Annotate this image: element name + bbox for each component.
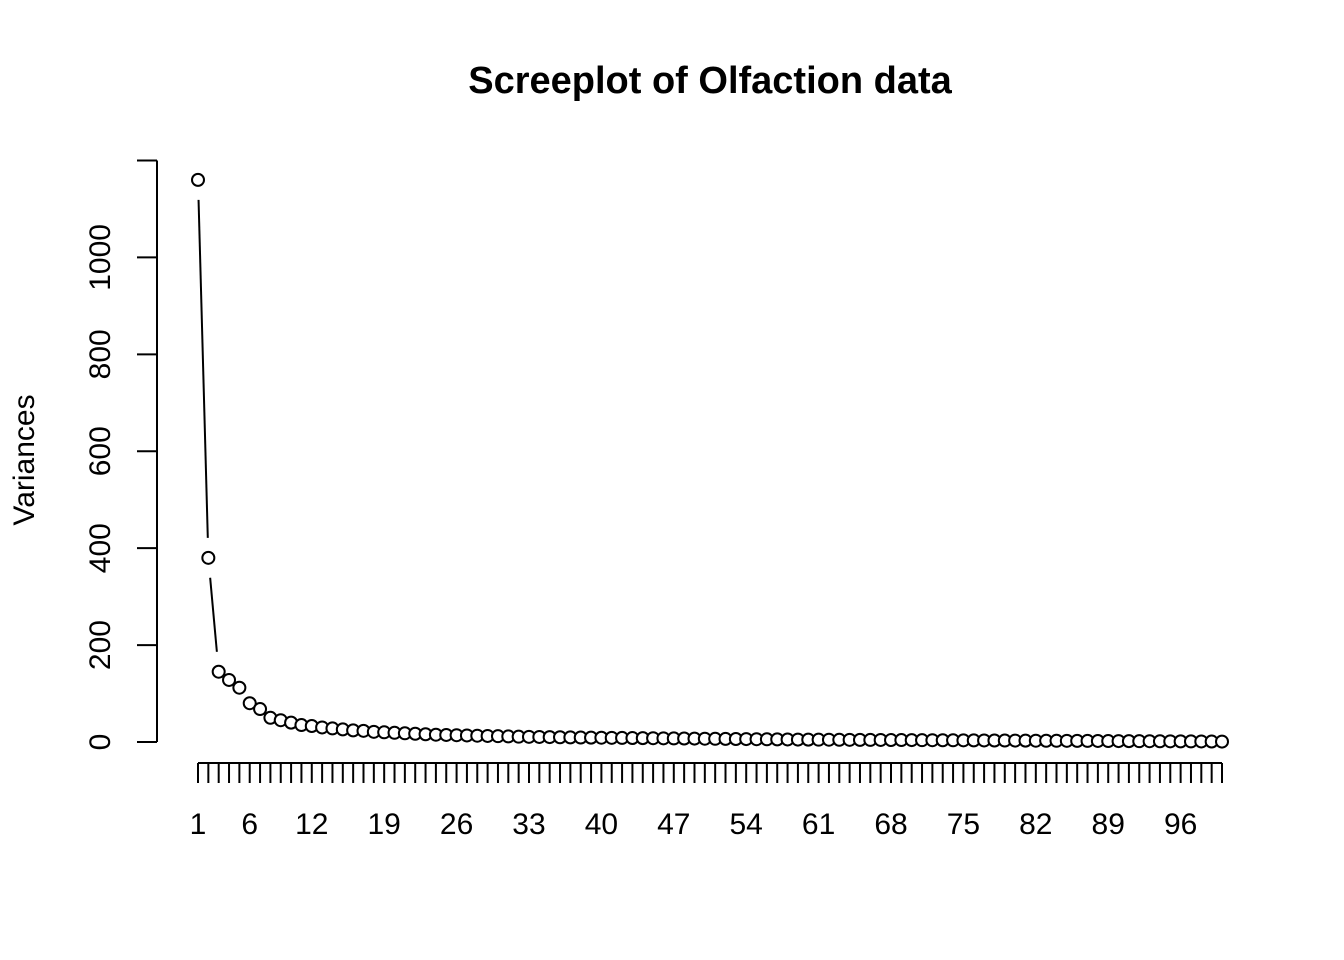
x-tick-label: 33 — [512, 808, 545, 841]
x-tick-label: 54 — [730, 808, 763, 841]
x-tick-label: 61 — [802, 808, 835, 841]
series-segment — [197, 199, 209, 538]
x-tick-label: 75 — [947, 808, 980, 841]
x-tick-label: 12 — [295, 808, 328, 841]
series-lines — [197, 199, 218, 652]
y-tick-label: 800 — [84, 329, 117, 379]
data-point — [253, 702, 268, 717]
data-point — [211, 664, 226, 679]
y-tick-label: 400 — [84, 523, 117, 573]
x-axis: 1 6 12 19 26 33 40 47 54 61 68 75 82 89 96 — [190, 762, 1223, 841]
y-tick-label: 1000 — [84, 224, 117, 291]
x-tick-label: 1 — [190, 808, 207, 841]
x-tick-label: 47 — [657, 808, 690, 841]
x-tick-label: 89 — [1092, 808, 1125, 841]
y-tick-label: 0 — [84, 734, 117, 751]
y-tick-label: 200 — [84, 620, 117, 670]
x-tick-label: 6 — [241, 808, 258, 841]
data-point — [242, 696, 257, 711]
data-point — [222, 672, 237, 687]
y-tick-label: 600 — [84, 426, 117, 476]
x-tick-label: 19 — [367, 808, 400, 841]
x-tick-label: 26 — [440, 808, 473, 841]
series-segment — [209, 577, 218, 652]
chart-title: Screeplot of Olfaction data — [468, 60, 952, 102]
x-tick-label: 68 — [874, 808, 907, 841]
y-axis: 0 200 400 600 800 1000 — [84, 159, 158, 751]
x-tick-label: 82 — [1019, 808, 1052, 841]
data-point — [201, 550, 216, 565]
y-axis-label: Variances — [8, 394, 41, 525]
x-tick-label: 40 — [585, 808, 618, 841]
data-point — [191, 172, 205, 187]
x-tick-label: 96 — [1164, 808, 1197, 841]
data-point — [1215, 734, 1229, 749]
data-point — [232, 680, 247, 695]
data-points — [191, 172, 1229, 749]
